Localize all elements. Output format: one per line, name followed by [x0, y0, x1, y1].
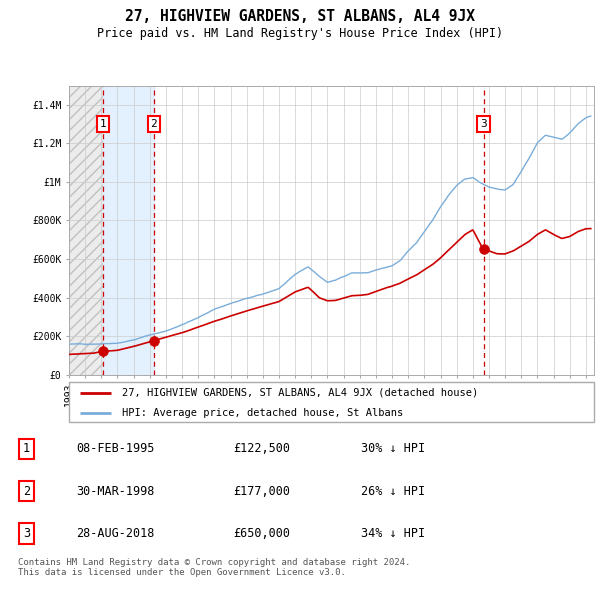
Text: 2: 2: [23, 484, 30, 498]
Text: 08-FEB-1995: 08-FEB-1995: [76, 442, 154, 455]
Bar: [69, 86, 103, 375]
Text: HPI: Average price, detached house, St Albans: HPI: Average price, detached house, St A…: [121, 408, 403, 418]
Text: 3: 3: [23, 527, 30, 540]
Text: 30% ↓ HPI: 30% ↓ HPI: [361, 442, 425, 455]
Text: Contains HM Land Registry data © Crown copyright and database right 2024.
This d: Contains HM Land Registry data © Crown c…: [18, 558, 410, 577]
Text: £177,000: £177,000: [233, 484, 290, 498]
FancyBboxPatch shape: [69, 382, 594, 422]
Text: 34% ↓ HPI: 34% ↓ HPI: [361, 527, 425, 540]
Text: 2: 2: [151, 119, 157, 129]
Text: 1: 1: [23, 442, 30, 455]
Text: £650,000: £650,000: [233, 527, 290, 540]
Text: 27, HIGHVIEW GARDENS, ST ALBANS, AL4 9JX: 27, HIGHVIEW GARDENS, ST ALBANS, AL4 9JX: [125, 9, 475, 24]
Bar: [103, 86, 154, 375]
Text: Price paid vs. HM Land Registry's House Price Index (HPI): Price paid vs. HM Land Registry's House …: [97, 27, 503, 40]
Text: £122,500: £122,500: [233, 442, 290, 455]
Text: 1: 1: [100, 119, 106, 129]
Text: 26% ↓ HPI: 26% ↓ HPI: [361, 484, 425, 498]
Text: 28-AUG-2018: 28-AUG-2018: [76, 527, 154, 540]
Bar: [69, 86, 103, 375]
Text: 30-MAR-1998: 30-MAR-1998: [76, 484, 154, 498]
Text: 27, HIGHVIEW GARDENS, ST ALBANS, AL4 9JX (detached house): 27, HIGHVIEW GARDENS, ST ALBANS, AL4 9JX…: [121, 388, 478, 398]
Text: 3: 3: [480, 119, 487, 129]
